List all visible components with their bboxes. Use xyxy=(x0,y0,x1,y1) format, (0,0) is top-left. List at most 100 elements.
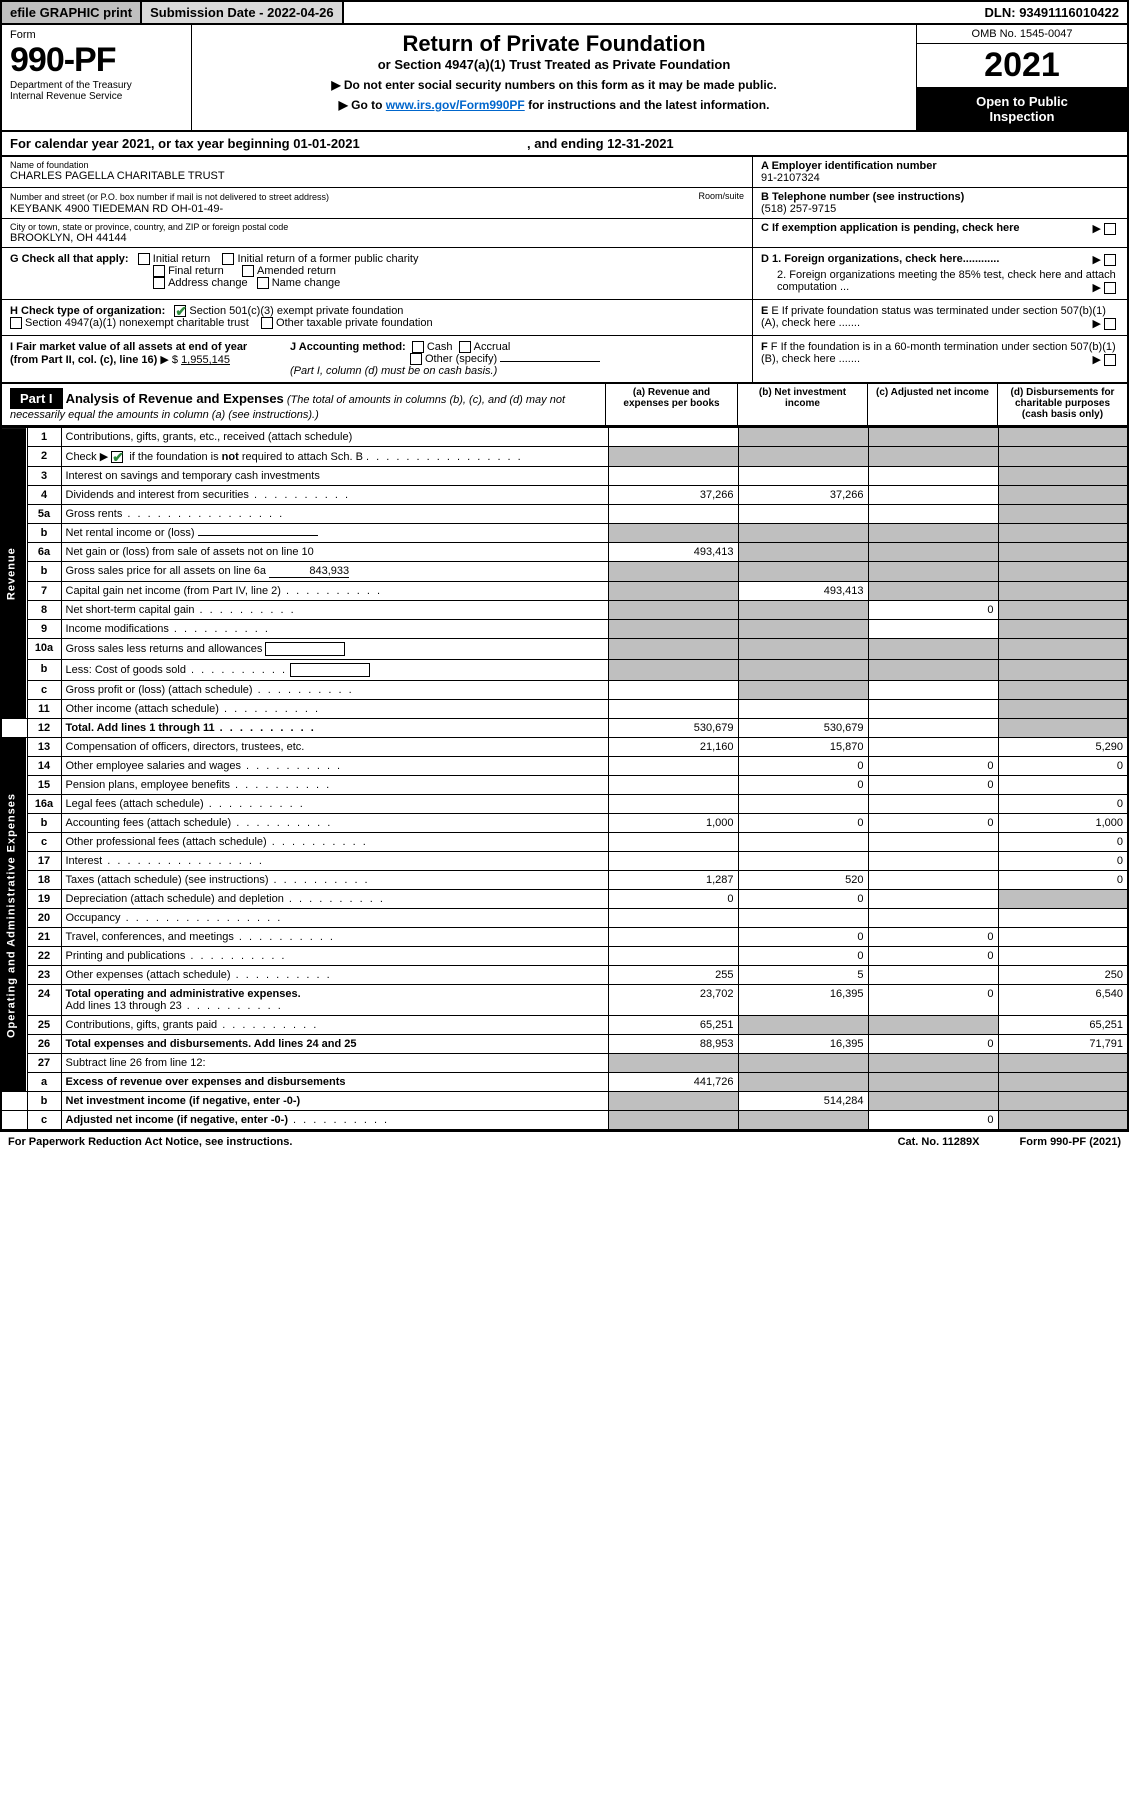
h-4947-checkbox[interactable] xyxy=(10,317,22,329)
row-6b: bGross sales price for all assets on lin… xyxy=(1,562,1128,582)
row-10b: bLess: Cost of goods sold xyxy=(1,660,1128,681)
row-27: 27Subtract line 26 from line 12: xyxy=(1,1054,1128,1073)
h-501c3-checkbox[interactable] xyxy=(174,305,186,317)
instruction-2: ▶ Go to www.irs.gov/Form990PF for instru… xyxy=(200,98,908,112)
d2-checkbox[interactable] xyxy=(1104,282,1116,294)
row-15: 15Pension plans, employee benefits00 xyxy=(1,776,1128,795)
row-10a: 10aGross sales less returns and allowanc… xyxy=(1,639,1128,660)
row-17: 17Interest0 xyxy=(1,852,1128,871)
city-value: BROOKLYN, OH 44144 xyxy=(10,232,744,244)
dept-treasury: Department of the Treasury xyxy=(10,80,183,91)
h-other-taxable-checkbox[interactable] xyxy=(261,317,273,329)
g-amended-return[interactable] xyxy=(242,265,254,277)
dln-label: DLN: xyxy=(985,5,1016,20)
row-2: 2 Check ▶ if the foundation is not requi… xyxy=(1,447,1128,467)
row-12: 12Total. Add lines 1 through 11530,67953… xyxy=(1,719,1128,738)
tax-year-begin: 01-01-2021 xyxy=(293,136,360,151)
revenue-sidelabel: Revenue xyxy=(1,428,27,719)
row-ijf: I Fair market value of all assets at end… xyxy=(0,336,1129,384)
row-3: 3Interest on savings and temporary cash … xyxy=(1,467,1128,486)
g-name-change[interactable] xyxy=(257,277,269,289)
j-cash-checkbox[interactable] xyxy=(412,341,424,353)
row-g-d: G Check all that apply: Initial return I… xyxy=(0,248,1129,300)
irs-link[interactable]: www.irs.gov/Form990PF xyxy=(386,98,525,112)
row-18: 18Taxes (attach schedule) (see instructi… xyxy=(1,871,1128,890)
form-number: 990-PF xyxy=(10,41,183,80)
open-public-badge: Open to Public Inspection xyxy=(917,88,1127,130)
address-cell: Number and street (or P.O. box number if… xyxy=(2,188,752,219)
submission-date-label: Submission Date xyxy=(150,5,255,20)
d1-checkbox[interactable] xyxy=(1104,254,1116,266)
foundation-name: CHARLES PAGELLA CHARITABLE TRUST xyxy=(10,170,744,182)
form-subtitle: or Section 4947(a)(1) Trust Treated as P… xyxy=(200,57,908,72)
row-16a: 16aLegal fees (attach schedule)0 xyxy=(1,795,1128,814)
footer-right: Form 990-PF (2021) xyxy=(1020,1136,1122,1148)
col-d-header: (d) Disbursements for charitable purpose… xyxy=(997,384,1127,425)
g-initial-return[interactable] xyxy=(138,253,150,265)
ein-value: 91-2107324 xyxy=(761,172,1119,184)
part1-tag: Part I xyxy=(10,388,63,409)
ein-cell: A Employer identification number 91-2107… xyxy=(752,157,1127,188)
row2-checkbox[interactable] xyxy=(111,451,123,463)
header-left: Form 990-PF Department of the Treasury I… xyxy=(2,25,192,130)
row-27a: aExcess of revenue over expenses and dis… xyxy=(1,1073,1128,1092)
ij-section: I Fair market value of all assets at end… xyxy=(2,336,752,382)
header-right: OMB No. 1545-0047 2021 Open to Public In… xyxy=(917,25,1127,130)
expenses-sidelabel: Operating and Administrative Expenses xyxy=(1,738,27,1092)
f-checkbox[interactable] xyxy=(1104,354,1116,366)
row-25: 25Contributions, gifts, grants paid65,25… xyxy=(1,1016,1128,1035)
row-16b: bAccounting fees (attach schedule)1,0000… xyxy=(1,814,1128,833)
g-section: G Check all that apply: Initial return I… xyxy=(2,248,752,299)
row-5a: 5aGross rents xyxy=(1,505,1128,524)
name-cell: Name of foundation CHARLES PAGELLA CHARI… xyxy=(2,157,752,188)
identification-grid: Name of foundation CHARLES PAGELLA CHARI… xyxy=(0,157,1129,248)
part1-header-row: Part I Analysis of Revenue and Expenses … xyxy=(0,384,1129,427)
j-other-checkbox[interactable] xyxy=(410,353,422,365)
j-accrual-checkbox[interactable] xyxy=(459,341,471,353)
page-footer: For Paperwork Reduction Act Notice, see … xyxy=(0,1131,1129,1152)
calendar-year-row: For calendar year 2021, or tax year begi… xyxy=(0,132,1129,157)
row-22: 22Printing and publications00 xyxy=(1,947,1128,966)
g-address-change[interactable] xyxy=(153,277,165,289)
part1-table: Revenue 1 Contributions, gifts, grants, … xyxy=(0,427,1129,1131)
g-final-return[interactable] xyxy=(153,265,165,277)
city-cell: City or town, state or province, country… xyxy=(2,219,752,248)
row-7: 7Capital gain net income (from Part IV, … xyxy=(1,582,1128,601)
h-section: H Check type of organization: Section 50… xyxy=(2,300,752,335)
row-5b: bNet rental income or (loss) xyxy=(1,524,1128,543)
c-checkbox[interactable] xyxy=(1104,223,1116,235)
row-6a: 6aNet gain or (loss) from sale of assets… xyxy=(1,543,1128,562)
form-header: Form 990-PF Department of the Treasury I… xyxy=(0,25,1129,132)
row-14: 14Other employee salaries and wages000 xyxy=(1,757,1128,776)
footer-left: For Paperwork Reduction Act Notice, see … xyxy=(8,1136,292,1148)
tax-year: 2021 xyxy=(917,44,1127,88)
g-initial-former[interactable] xyxy=(222,253,234,265)
row-h-e: H Check type of organization: Section 50… xyxy=(0,300,1129,336)
dln-value: 93491116010422 xyxy=(1019,5,1119,20)
submission-date-value: 2022-04-26 xyxy=(267,5,334,20)
column-headers: (a) Revenue and expenses per books (b) N… xyxy=(605,384,1127,425)
row-26: 26Total expenses and disbursements. Add … xyxy=(1,1035,1128,1054)
e-checkbox[interactable] xyxy=(1104,318,1116,330)
submission-date: Submission Date - 2022-04-26 xyxy=(142,2,344,23)
e-section: E E If private foundation status was ter… xyxy=(752,300,1127,335)
c-cell: C If exemption application is pending, c… xyxy=(752,219,1127,248)
form-title: Return of Private Foundation xyxy=(200,31,908,57)
row-24: 24Total operating and administrative exp… xyxy=(1,985,1128,1016)
col-a-header: (a) Revenue and expenses per books xyxy=(605,384,737,425)
footer-mid: Cat. No. 11289X xyxy=(898,1136,980,1148)
row-1: Revenue 1 Contributions, gifts, grants, … xyxy=(1,428,1128,447)
phone-value: (518) 257-9715 xyxy=(761,203,1119,215)
dln: DLN: 93491116010422 xyxy=(977,2,1127,23)
row-10c: cGross profit or (loss) (attach schedule… xyxy=(1,681,1128,700)
row-20: 20Occupancy xyxy=(1,909,1128,928)
topbar: efile GRAPHIC print Submission Date - 20… xyxy=(0,0,1129,25)
row-13: Operating and Administrative Expenses 13… xyxy=(1,738,1128,757)
header-mid: Return of Private Foundation or Section … xyxy=(192,25,917,130)
row-8: 8Net short-term capital gain0 xyxy=(1,601,1128,620)
omb-number: OMB No. 1545-0047 xyxy=(917,25,1127,44)
row-4: 4Dividends and interest from securities3… xyxy=(1,486,1128,505)
d-section: D 1. Foreign organizations, check here..… xyxy=(752,248,1127,299)
instruction-1: ▶ Do not enter social security numbers o… xyxy=(200,78,908,92)
efile-print-button[interactable]: efile GRAPHIC print xyxy=(2,2,142,23)
